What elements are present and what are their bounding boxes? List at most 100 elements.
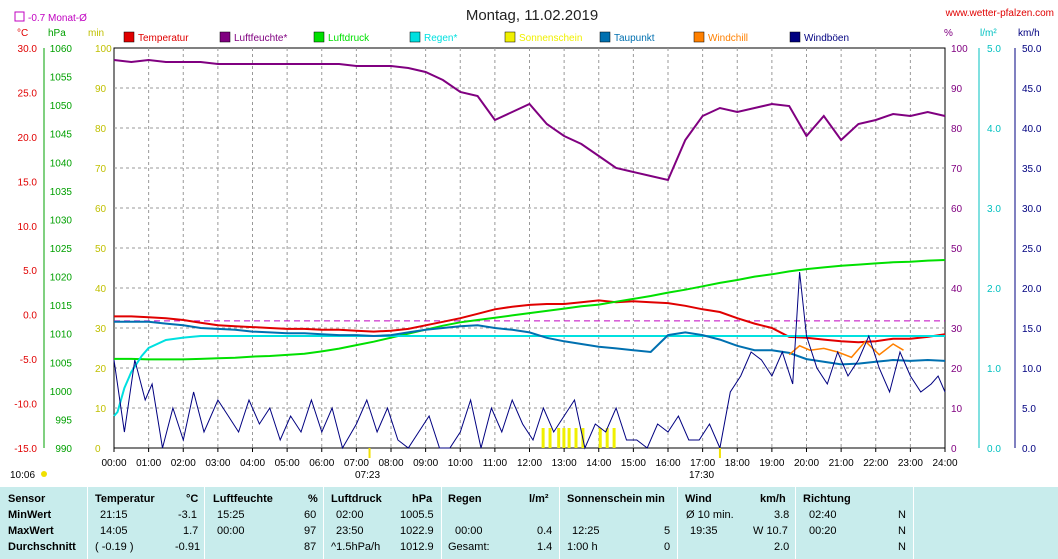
legend-label: Luftdruck [328, 33, 370, 44]
min-press-val: 1005.5 [400, 509, 434, 521]
avg-rain-time: Gesamt: [448, 541, 490, 553]
hdr-rain: Regen [448, 493, 482, 505]
min-dir-val: N [898, 509, 906, 521]
min-wind-val: 3.8 [774, 509, 790, 521]
sun-tick-label: 90 [95, 84, 107, 95]
humidity-tick-label: 60 [951, 204, 963, 215]
site-link[interactable]: www.wetter-pfalzen.com [945, 8, 1054, 19]
pressure-tick-label: 1020 [50, 273, 73, 284]
sunshine-bar [612, 428, 616, 448]
row-max-label: MaxWert [8, 525, 54, 537]
legend: Temperatur Luftfeuchte* Luftdruck Regen* Son… [123, 31, 849, 44]
legend-label: Windchill [708, 33, 748, 44]
hdr-temp-unit: °C [186, 493, 199, 505]
sunshine-bar [574, 428, 578, 448]
sun-tick-label: 80 [95, 124, 107, 135]
x-tick-label: 14:00 [586, 458, 611, 469]
sun-tick-label: 10 [95, 404, 107, 415]
x-tick-label: 22:00 [863, 458, 888, 469]
x-tick-label: 11:00 [483, 458, 508, 469]
wind-tick-label: 30.0 [1022, 204, 1042, 215]
x-tick-label: 13:00 [552, 458, 577, 469]
corner-time: 10:06 [10, 470, 35, 481]
wind-tick-label: 40.0 [1022, 124, 1042, 135]
unit-hpa: hPa [48, 28, 66, 39]
sunrise-label: 07:23 [355, 470, 380, 481]
wind-tick-label: 45.0 [1022, 84, 1042, 95]
max-rain-val: 0.4 [537, 525, 553, 537]
wind-tick-label: 35.0 [1022, 164, 1042, 175]
sun-tick-label: 60 [95, 204, 107, 215]
humidity-tick-label: 0 [951, 444, 957, 455]
series-luftdruck-line [114, 259, 946, 361]
avg-press-time: ^1.5hPa/h [331, 541, 381, 553]
legend-label: Windböen [804, 33, 849, 44]
series-windben-line [113, 271, 946, 450]
min-wind-label: Ø 10 min. [686, 509, 734, 521]
legend-swatch [789, 31, 801, 43]
sun-tick-label: 40 [95, 284, 107, 295]
max-hum-val: 97 [304, 525, 317, 537]
x-tick-label: 04:00 [240, 458, 265, 469]
legend-swatch [409, 31, 421, 43]
series-taupunkt-line [114, 320, 946, 366]
avg-temp-val: -0.91 [175, 541, 201, 553]
wind-tick-label: 50.0 [1022, 44, 1042, 55]
pressure-tick-label: 995 [55, 415, 72, 426]
sunshine-bar [598, 428, 602, 448]
temp-tick-label: -10.0 [14, 400, 37, 411]
pressure-tick-label: 1005 [50, 358, 73, 369]
humidity-tick-label: 80 [951, 124, 963, 135]
sunset-label: 17:30 [689, 470, 714, 481]
wind-tick-label: 25.0 [1022, 244, 1042, 255]
x-tick-label: 08:00 [378, 458, 403, 469]
pressure-tick-label: 1045 [50, 130, 73, 141]
x-tick-label: 15:00 [621, 458, 646, 469]
row-min-label: MinWert [8, 509, 52, 521]
x-tick-label: 20:00 [794, 458, 819, 469]
rain-tick-label: 1.0 [987, 364, 1001, 375]
avg-rain-val: 1.4 [537, 541, 553, 553]
legend-swatch [219, 31, 231, 43]
pressure-tick-label: 1050 [50, 101, 73, 112]
max-hum-time: 00:00 [217, 525, 245, 537]
max-wind-label: 19:35 [690, 525, 718, 537]
legend-swatch [693, 31, 705, 43]
avg-temp-time: ( -0.19 ) [95, 541, 134, 553]
chart-title: Montag, 11.02.2019 [466, 7, 598, 24]
x-tick-label: 21:00 [829, 458, 854, 469]
stats-table: Sensor Temperatur °C Luftfeuchte % Luftd… [0, 486, 1058, 559]
grid [113, 47, 946, 449]
legend-label: Temperatur [138, 33, 189, 44]
hdr-temp: Temperatur [95, 493, 155, 505]
pressure-tick-label: 1040 [50, 158, 73, 169]
temp-tick-label: -15.0 [14, 444, 37, 455]
avg-press-val: 1012.9 [400, 541, 434, 553]
max-dir-val: N [898, 525, 906, 537]
temp-tick-label: 20.0 [18, 133, 38, 144]
pressure-tick-label: 1030 [50, 215, 73, 226]
avg-sun-time: 1:00 h [567, 541, 598, 553]
rain-tick-label: 4.0 [987, 124, 1001, 135]
max-temp-val: 1.7 [183, 525, 199, 537]
x-tick-label: 12:00 [517, 458, 542, 469]
avg-dir-val: N [898, 541, 906, 553]
x-tick-label: 16:00 [655, 458, 680, 469]
temp-tick-label: 10.0 [18, 222, 38, 233]
month-avg-label: -0.7 Monat-Ø [28, 13, 87, 24]
unit-celsius: °C [17, 28, 28, 39]
legend-label: Luftfeuchte* [234, 33, 287, 44]
hdr-sensor: Sensor [8, 493, 46, 505]
hdr-wind: Wind [685, 493, 712, 505]
humidity-tick-label: 90 [951, 84, 963, 95]
hdr-rain-unit: l/m² [529, 493, 549, 505]
sunshine-bar [605, 428, 609, 448]
hdr-hum: Luftfeuchte [213, 493, 273, 505]
sun-icon [41, 471, 47, 477]
x-tick-label: 18:00 [725, 458, 750, 469]
sun-tick-label: 50 [95, 244, 107, 255]
x-tick-label: 02:00 [171, 458, 196, 469]
humidity-tick-label: 10 [951, 404, 963, 415]
series-windchill-line [788, 340, 904, 359]
unit-min: min [88, 28, 104, 39]
